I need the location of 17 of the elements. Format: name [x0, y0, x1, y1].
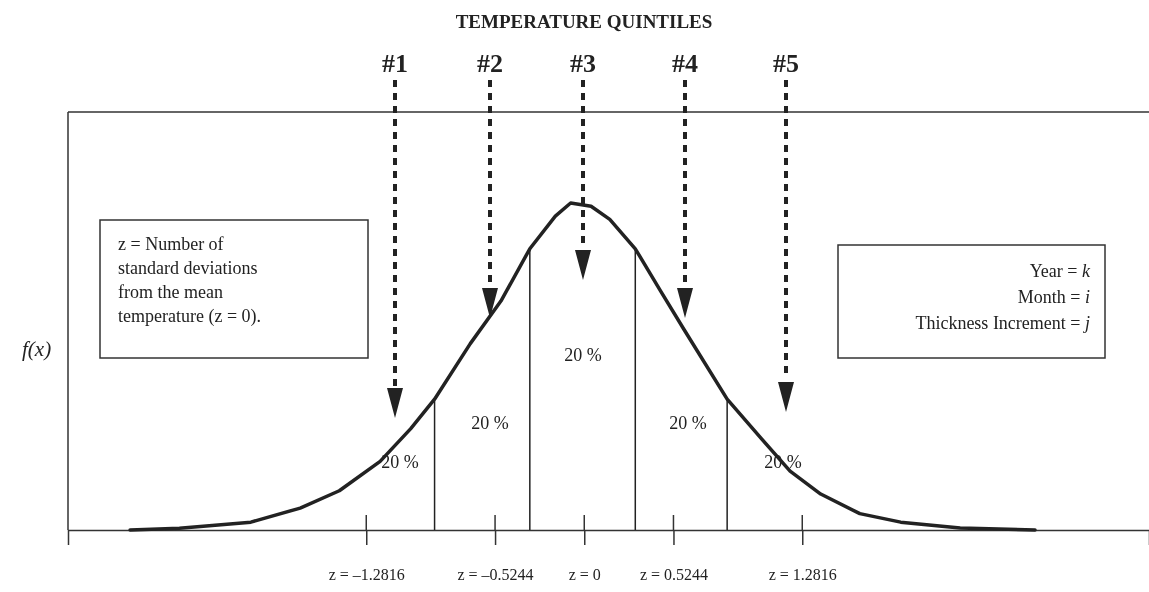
chart-title: TEMPERATURE QUINTILES — [455, 11, 713, 32]
x-tick-label: z = –0.5244 — [457, 566, 534, 584]
annotation: z = Number of standard deviations from the mean temperature (z = 0). — [118, 234, 262, 327]
text: #2 — [477, 49, 503, 78]
annotation: 20 % — [669, 413, 707, 433]
x-tick-label: z = 1.2816 — [768, 566, 837, 584]
annotation: 20 % — [471, 413, 509, 433]
text: #5 — [773, 49, 799, 78]
x-tick-label: z = –1.2816 — [328, 566, 405, 584]
text: #3 — [570, 49, 596, 78]
x-tick-label: z = 0 — [568, 566, 601, 584]
annotation: Year = k Month = i Thickness Increment = j — [915, 261, 1091, 333]
text: #1 — [382, 49, 408, 78]
annotation: 20 % — [564, 345, 602, 365]
text: #4 — [672, 49, 698, 78]
x-tick-label: z = 0.5244 — [639, 566, 709, 584]
y-axis-title: f(x) — [22, 337, 52, 362]
